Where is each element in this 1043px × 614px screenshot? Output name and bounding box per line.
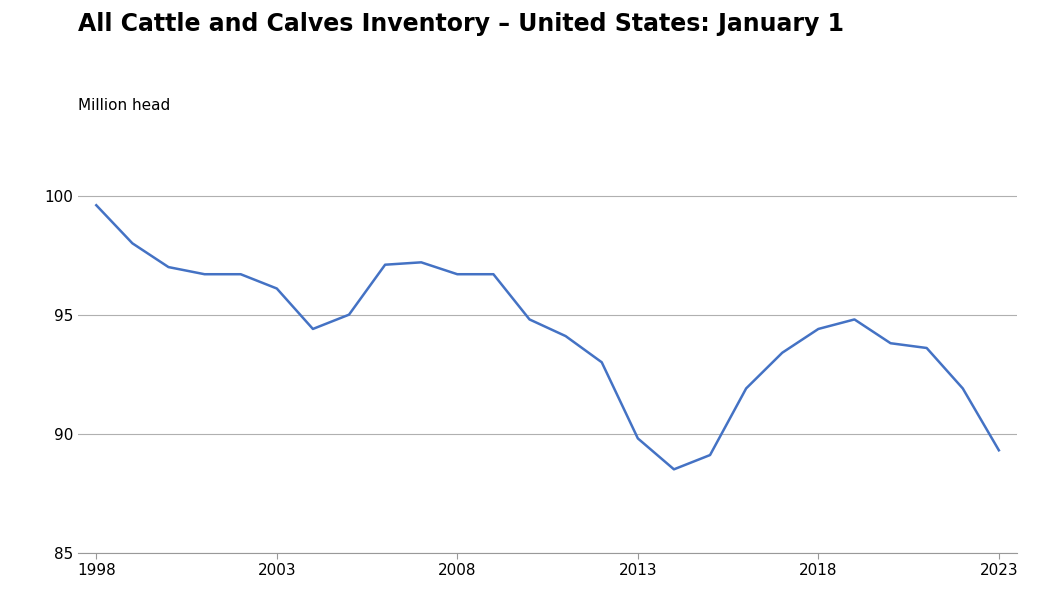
Text: All Cattle and Calves Inventory – United States: January 1: All Cattle and Calves Inventory – United… — [78, 12, 844, 36]
Text: Million head: Million head — [78, 98, 170, 113]
